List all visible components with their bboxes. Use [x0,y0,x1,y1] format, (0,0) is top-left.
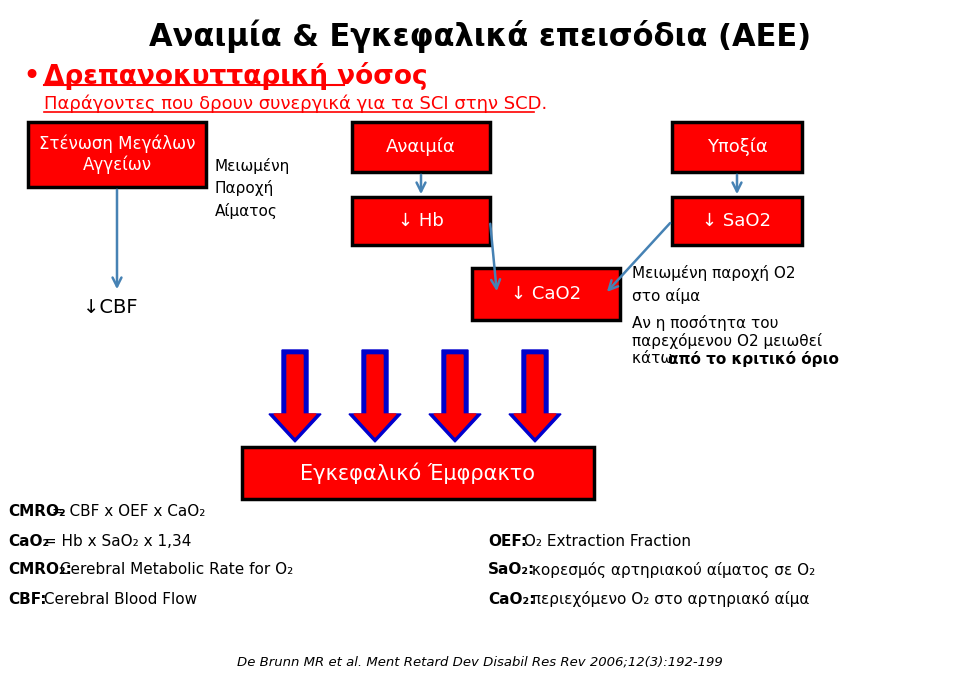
FancyBboxPatch shape [672,197,802,245]
Text: περιεχόμενο Ο₂ στο αρτηριακό αίμα: περιεχόμενο Ο₂ στο αρτηριακό αίμα [527,591,809,607]
Text: Στένωση Μεγάλων
Αγγείων: Στένωση Μεγάλων Αγγείων [38,134,195,174]
Text: CMRO₂:: CMRO₂: [8,563,72,578]
Text: Δρεπανοκυτταρική νόσος: Δρεπανοκυτταρική νόσος [44,62,427,90]
Text: CaO₂: CaO₂ [8,534,49,549]
Polygon shape [514,355,556,437]
Polygon shape [269,350,321,442]
Text: = CBF x OEF x CaO₂: = CBF x OEF x CaO₂ [47,504,205,519]
Text: Αναιμία: Αναιμία [386,138,456,156]
Text: O₂ Extraction Fraction: O₂ Extraction Fraction [519,534,691,549]
Text: De Brunn MR et al. Ment Retard Dev Disabil Res Rev 2006;12(3):192-199: De Brunn MR et al. Ment Retard Dev Disab… [237,656,723,668]
FancyBboxPatch shape [672,122,802,172]
Text: παρεχόμενου Ο2 μειωθεί: παρεχόμενου Ο2 μειωθεί [632,333,822,349]
Polygon shape [434,355,476,437]
Text: Μειωμένη παροχή Ο2
στο αίμα: Μειωμένη παροχή Ο2 στο αίμα [632,265,796,303]
Text: Cerebral Metabolic Rate for O₂: Cerebral Metabolic Rate for O₂ [55,563,293,578]
Polygon shape [349,350,401,442]
Text: ↓ SaO2: ↓ SaO2 [703,212,772,230]
Text: Αναιμία & Εγκεφαλικά επεισόδια (ΑΕΕ): Αναιμία & Εγκεφαλικά επεισόδια (ΑΕΕ) [149,19,811,53]
Text: CBF:: CBF: [8,591,46,606]
Text: Εγκεφαλικό Έμφρακτο: Εγκεφαλικό Έμφρακτο [300,462,536,484]
Polygon shape [274,355,316,437]
Text: •: • [22,62,40,91]
Text: = Hb x SaO₂ x 1,34: = Hb x SaO₂ x 1,34 [39,534,192,549]
Text: CMRO₂: CMRO₂ [8,504,65,519]
Text: ↓ Hb: ↓ Hb [398,212,444,230]
Text: Παράγοντες που δρουν συνεργικά για τα SCI στην SCD.: Παράγοντες που δρουν συνεργικά για τα SC… [44,95,547,113]
Text: ↓ CaO2: ↓ CaO2 [511,285,581,303]
Text: OEF:: OEF: [488,534,527,549]
Text: Υποξία: Υποξία [707,138,767,156]
Text: από το κριτικό όριο: από το κριτικό όριο [668,351,839,367]
Text: CaO₂:: CaO₂: [488,591,536,606]
FancyBboxPatch shape [242,447,594,499]
Text: ↓CBF: ↓CBF [83,298,137,317]
FancyBboxPatch shape [28,122,206,187]
Polygon shape [429,350,481,442]
Text: Μειωμένη
Παροχή
Αίματος: Μειωμένη Παροχή Αίματος [215,158,290,219]
FancyBboxPatch shape [352,122,490,172]
Text: κάτω: κάτω [632,351,678,366]
FancyBboxPatch shape [472,268,620,320]
Text: Αν η ποσότητα του: Αν η ποσότητα του [632,315,779,331]
Polygon shape [354,355,396,437]
FancyBboxPatch shape [352,197,490,245]
Text: κορεσμός αρτηριακού αίματος σε Ο₂: κορεσμός αρτηριακού αίματος σε Ο₂ [527,562,815,578]
Polygon shape [509,350,561,442]
Text: Cerebral Blood Flow: Cerebral Blood Flow [39,591,198,606]
Text: SaO₂:: SaO₂: [488,563,536,578]
